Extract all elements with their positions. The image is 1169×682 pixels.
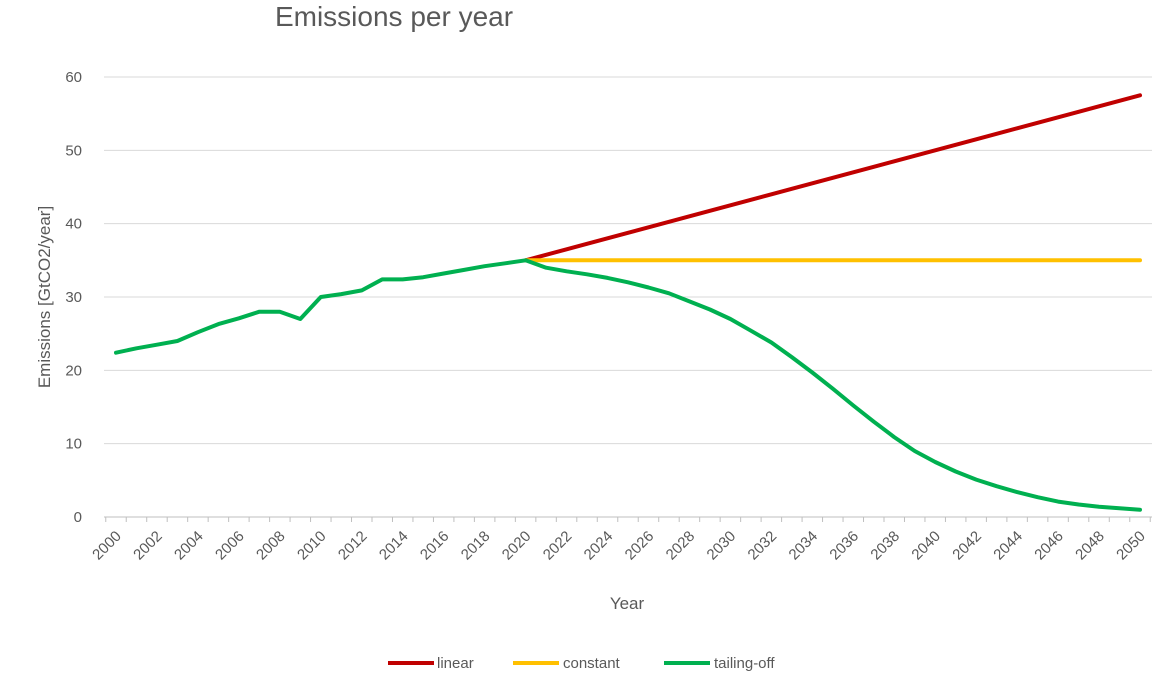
y-tick-label: 40 — [65, 216, 82, 233]
x-tick-label: 2010 — [294, 528, 330, 564]
x-tick-label: 2044 — [990, 528, 1026, 564]
chart-title: Emissions per year — [275, 1, 513, 32]
legend-label-constant: constant — [563, 655, 621, 672]
x-tick-label: 2018 — [458, 528, 494, 564]
series-lines — [114, 93, 1142, 512]
x-tick-label: 2000 — [89, 528, 125, 564]
y-tick-label: 20 — [65, 362, 82, 379]
series-line-tailing-off — [114, 258, 1142, 512]
x-tick-label: 2036 — [826, 528, 862, 564]
y-tick-label: 50 — [65, 142, 82, 159]
y-tick-label: 30 — [65, 289, 82, 306]
x-tick-label: 2008 — [253, 528, 289, 564]
x-tick-label: 2038 — [867, 528, 903, 564]
x-tick-label: 2002 — [130, 528, 166, 564]
x-tick-label: 2026 — [622, 528, 658, 564]
y-axis-title: Emissions [GtCO2/year] — [35, 206, 54, 388]
x-tick-label: 2012 — [335, 528, 371, 564]
x-axis-title: Year — [610, 594, 645, 613]
legend-label-tailing-off: tailing-off — [714, 655, 775, 672]
x-tick-label: 2020 — [499, 528, 535, 564]
y-tick-label: 60 — [65, 69, 82, 86]
legend-label-linear: linear — [437, 655, 474, 672]
x-tick-label: 2050 — [1113, 528, 1149, 564]
x-tick-label: 2014 — [376, 528, 412, 564]
x-tick-label: 2040 — [908, 528, 944, 564]
x-tick-label: 2030 — [704, 528, 740, 564]
x-tick-label: 2016 — [417, 528, 453, 564]
x-tick-label: 2032 — [745, 528, 781, 564]
legend: linear constant tailing-off — [388, 655, 775, 672]
x-tick-label: 2004 — [171, 528, 207, 564]
x-tick-label: 2006 — [212, 528, 248, 564]
y-tick-label: 10 — [65, 436, 82, 453]
x-tick-label: 2028 — [663, 528, 699, 564]
y-tick-label: 0 — [74, 509, 82, 526]
x-tick-label: 2042 — [949, 528, 985, 564]
x-tick-label: 2024 — [581, 528, 617, 564]
gridlines — [104, 76, 1152, 445]
x-tick-label: 2048 — [1072, 528, 1108, 564]
x-tick-label: 2022 — [540, 528, 576, 564]
x-tick-label: 2046 — [1031, 528, 1067, 564]
series-line-linear — [523, 93, 1142, 263]
x-tick-label: 2034 — [786, 528, 822, 564]
